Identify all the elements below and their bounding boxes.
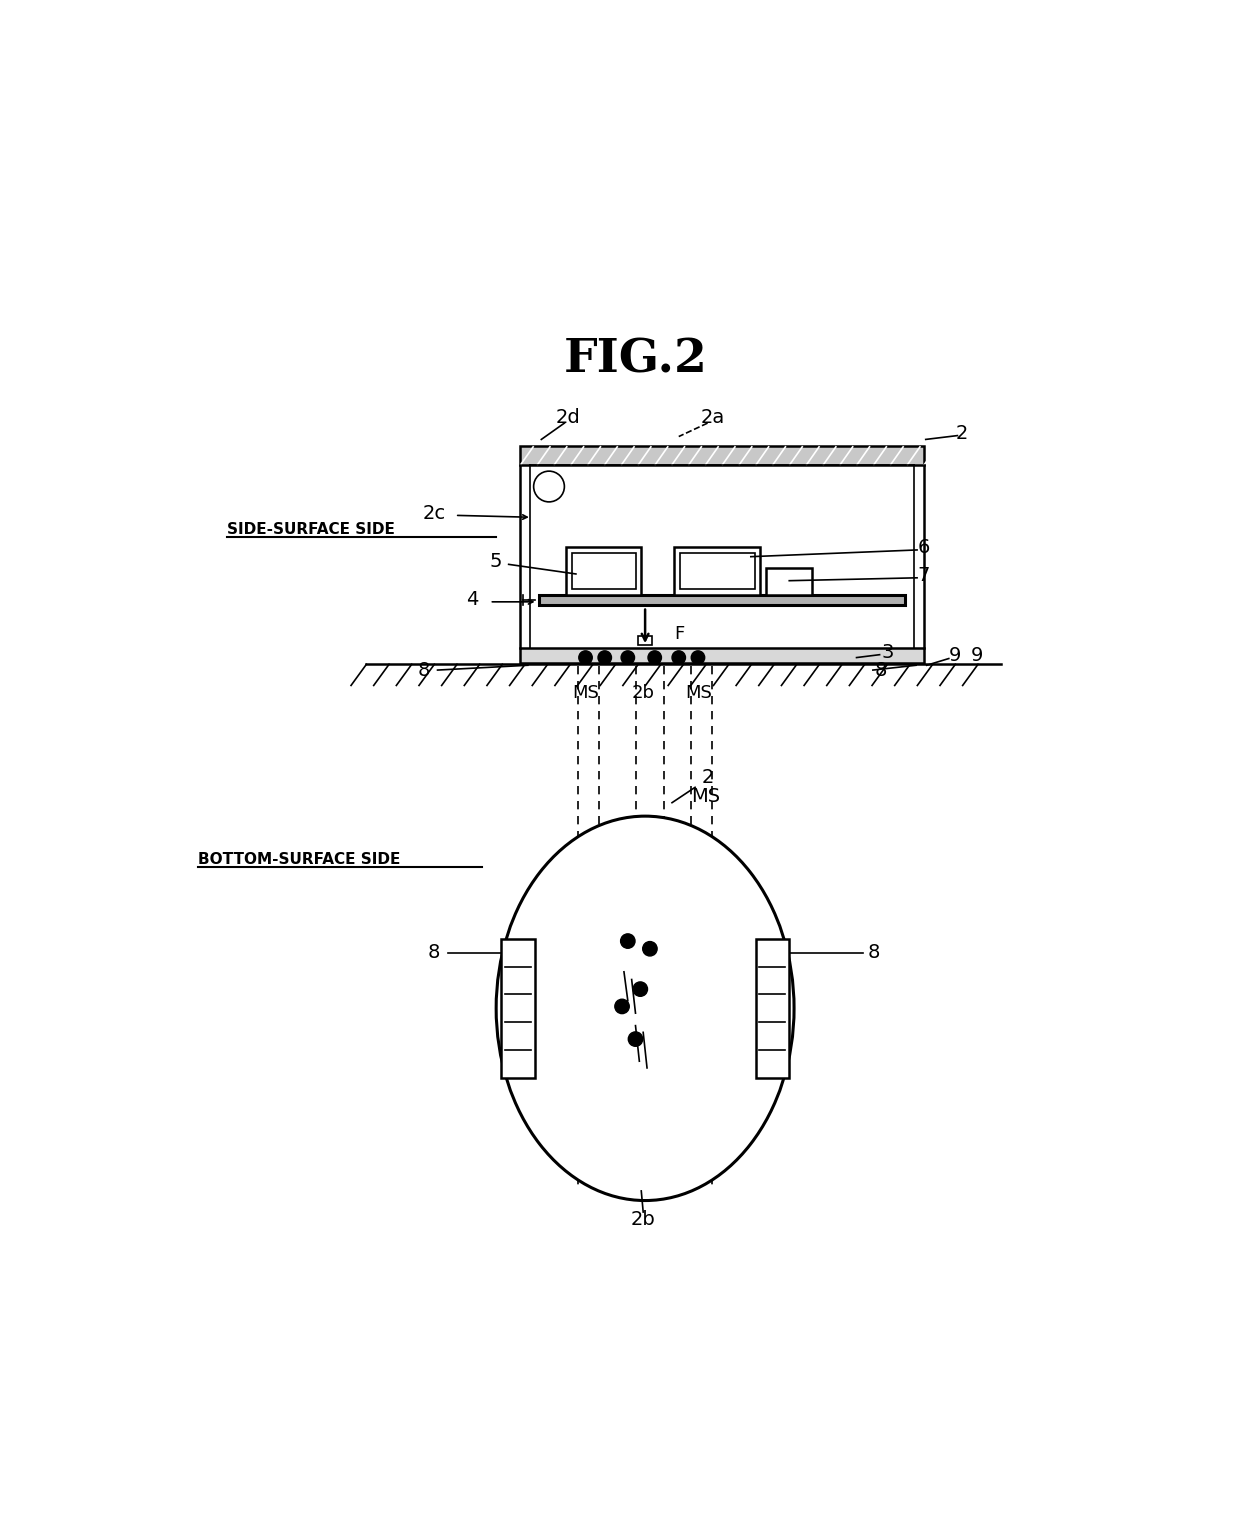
Circle shape bbox=[598, 651, 611, 664]
Bar bbox=[637, 636, 652, 645]
Text: 2: 2 bbox=[702, 768, 714, 787]
Text: 9: 9 bbox=[971, 647, 983, 665]
Text: 8: 8 bbox=[874, 661, 887, 679]
Text: 2: 2 bbox=[956, 424, 968, 444]
Text: 4: 4 bbox=[466, 590, 479, 610]
Bar bbox=[675, 547, 760, 594]
Bar bbox=[680, 553, 755, 590]
Bar bbox=[567, 547, 641, 594]
Text: 9: 9 bbox=[949, 647, 961, 665]
Text: 8: 8 bbox=[418, 661, 430, 679]
Circle shape bbox=[649, 651, 661, 664]
Text: 2a: 2a bbox=[701, 408, 724, 427]
Text: 8: 8 bbox=[868, 942, 880, 962]
Text: 2b: 2b bbox=[631, 684, 655, 702]
Text: F: F bbox=[675, 625, 684, 642]
Text: 2d: 2d bbox=[556, 408, 580, 427]
Bar bbox=[766, 568, 812, 594]
Circle shape bbox=[691, 651, 704, 664]
Circle shape bbox=[642, 941, 657, 956]
Text: 7: 7 bbox=[918, 567, 930, 585]
Circle shape bbox=[629, 1032, 642, 1046]
Circle shape bbox=[620, 933, 635, 949]
Bar bbox=[501, 939, 534, 1078]
Bar bbox=[521, 648, 924, 664]
Text: SIDE-SURFACE SIDE: SIDE-SURFACE SIDE bbox=[227, 522, 396, 537]
Ellipse shape bbox=[496, 816, 794, 1201]
Circle shape bbox=[621, 651, 635, 664]
Bar bbox=[755, 939, 789, 1078]
Bar bbox=[539, 594, 905, 605]
Text: 2c: 2c bbox=[422, 504, 445, 524]
Bar bbox=[521, 447, 924, 465]
Circle shape bbox=[615, 999, 629, 1013]
Text: 3: 3 bbox=[882, 644, 894, 662]
Text: 5: 5 bbox=[490, 551, 502, 571]
Bar bbox=[572, 553, 636, 590]
Text: 6: 6 bbox=[918, 537, 930, 556]
Text: MS: MS bbox=[572, 684, 599, 702]
Text: 2b: 2b bbox=[631, 1210, 656, 1229]
Circle shape bbox=[579, 651, 593, 664]
Text: 8: 8 bbox=[428, 942, 440, 962]
Text: MS: MS bbox=[686, 684, 712, 702]
Text: MS: MS bbox=[691, 787, 720, 807]
Circle shape bbox=[672, 651, 686, 664]
Text: FIG.2: FIG.2 bbox=[563, 337, 708, 382]
Text: BOTTOM-SURFACE SIDE: BOTTOM-SURFACE SIDE bbox=[198, 852, 401, 867]
Circle shape bbox=[634, 983, 647, 996]
